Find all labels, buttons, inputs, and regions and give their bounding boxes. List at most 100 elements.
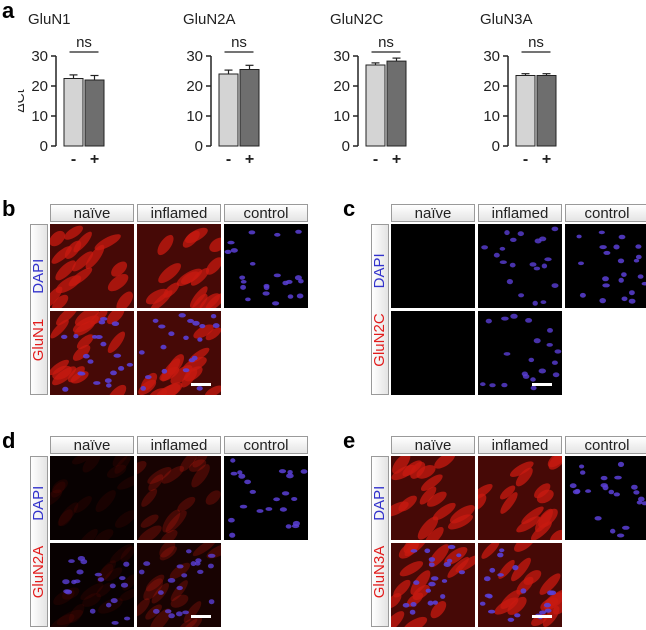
column-header-inflamed: inflamed (137, 204, 221, 222)
cell-stain (140, 514, 159, 528)
nucleus (181, 573, 188, 578)
scale-bar (191, 615, 211, 618)
nucleus (138, 569, 145, 575)
nucleus (239, 275, 246, 280)
cell-stain (50, 489, 63, 507)
nucleus (281, 491, 290, 496)
nucleus (547, 590, 554, 596)
cell-stain (52, 365, 72, 380)
nucleus (100, 317, 108, 321)
nucleus (138, 350, 145, 355)
nucleus (428, 562, 435, 567)
cell-stain (77, 528, 98, 540)
nucleus (602, 276, 609, 282)
cell-stain (534, 483, 551, 499)
nucleus (97, 577, 105, 582)
cell-stain (82, 456, 101, 473)
nucleus (161, 368, 168, 374)
y-tick-label: 10 (186, 108, 203, 125)
cell-stain (145, 288, 169, 305)
cell-stain (179, 617, 198, 627)
nucleus (240, 280, 247, 284)
category-label: - (523, 151, 528, 168)
cell-stain (399, 561, 424, 577)
micrograph-glun2a-inflamed (137, 456, 221, 540)
cell-stain (192, 456, 208, 468)
cell-stain (530, 521, 552, 540)
nucleus (73, 579, 81, 584)
nucleus (544, 608, 552, 613)
significance-label: ns (378, 34, 394, 51)
cell-stain (499, 485, 516, 500)
nucleus (178, 313, 186, 318)
nucleus (190, 561, 197, 567)
panel-label-a: a (2, 0, 15, 23)
nucleus (554, 349, 562, 354)
bar-inflamed (386, 60, 407, 147)
nucleus (428, 557, 436, 562)
nucleus (62, 579, 70, 585)
nucleus (509, 262, 516, 268)
cell-stain (169, 562, 191, 580)
cell-stain (549, 529, 562, 540)
nucleus (291, 497, 298, 501)
nucleus (229, 532, 236, 538)
nucleus (598, 230, 605, 235)
cell-stain (107, 331, 126, 354)
nucleus (633, 258, 640, 263)
y-tick-label: 30 (333, 48, 350, 65)
micrograph-glun1-control (224, 224, 308, 308)
nucleus (153, 608, 160, 614)
nucleus (93, 381, 101, 385)
cell-stain (143, 578, 164, 601)
cell-stain (80, 582, 104, 601)
cell-stain (74, 311, 100, 326)
cell-stain (114, 510, 134, 528)
nucleus (580, 470, 586, 475)
cell-stain (111, 261, 128, 277)
cell-stain (514, 543, 536, 552)
nucleus (540, 300, 547, 304)
nucleus (183, 335, 189, 340)
nucleus (425, 588, 431, 593)
nucleus (499, 260, 507, 264)
cell-stain (116, 291, 133, 308)
cell-stain (205, 327, 221, 341)
cell-stain (68, 603, 85, 623)
cell-stain (183, 601, 202, 623)
nucleus (541, 263, 548, 269)
nucleus (295, 229, 302, 234)
nucleus (208, 599, 215, 605)
nucleus (123, 561, 130, 567)
category-label: + (392, 151, 401, 168)
nucleus (106, 602, 112, 608)
nucleus (485, 318, 492, 324)
cell-stain (417, 516, 439, 540)
column-header-inflamed: inflamed (478, 436, 562, 454)
nucleus (402, 603, 410, 608)
y-tick-label: 10 (31, 108, 48, 125)
bar-inflamed (536, 75, 557, 147)
nucleus (195, 558, 202, 563)
nucleus (614, 475, 622, 480)
cell-stain (177, 496, 196, 512)
nucleus (427, 600, 434, 606)
nucleus (119, 576, 126, 581)
nucleus (517, 231, 524, 237)
nucleus (199, 324, 206, 329)
cell-stain (95, 490, 116, 513)
cell-stain (455, 554, 475, 573)
micrograph-glun1-naive-merge (50, 311, 134, 395)
nucleus (62, 386, 69, 392)
nucleus (230, 248, 238, 253)
chart-title: GluN3A (480, 11, 533, 28)
y-tick-label: 0 (342, 138, 350, 155)
cell-stain (205, 293, 221, 308)
nucleus (636, 500, 643, 505)
cell-stain (391, 464, 416, 481)
cell-stain (511, 557, 531, 582)
cell-stain (521, 506, 544, 525)
nucleus (534, 238, 542, 244)
nucleus (248, 230, 256, 235)
micrograph-glun2a-control (224, 456, 308, 540)
